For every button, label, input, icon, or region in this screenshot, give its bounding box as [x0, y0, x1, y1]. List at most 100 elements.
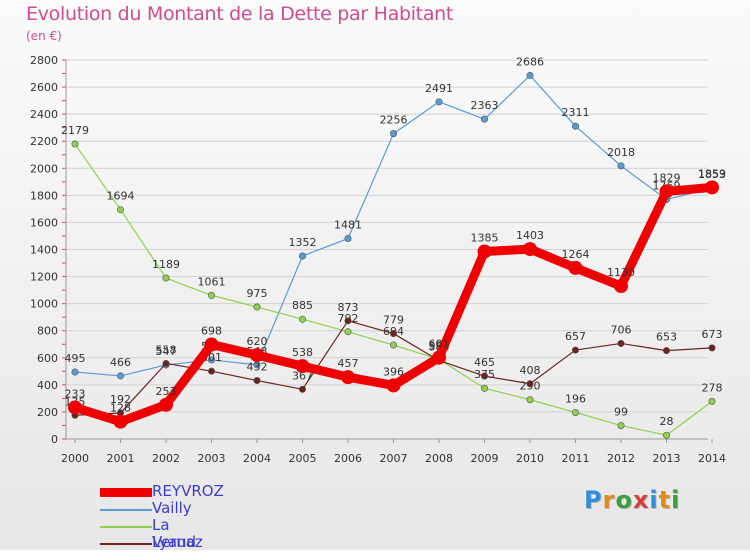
data-point [68, 400, 82, 415]
x-tick-label: 2011 [562, 452, 590, 465]
data-point [208, 367, 216, 375]
x-tick-label: 2012 [607, 452, 635, 465]
data-point [253, 303, 261, 311]
data-point [298, 252, 306, 260]
data-label: 2179 [61, 124, 89, 137]
data-point [526, 71, 534, 79]
data-label: 547 [156, 345, 177, 358]
data-label: 2256 [380, 114, 408, 127]
y-tick-label: 200 [37, 406, 58, 419]
y-tick-label: 1000 [30, 298, 58, 311]
legend-swatch-reyvroz [100, 488, 152, 497]
data-point [298, 385, 306, 393]
data-label: 128 [110, 402, 131, 415]
data-label: 558 [156, 343, 177, 356]
y-tick-label: 2200 [30, 135, 58, 148]
data-label: 779 [383, 314, 404, 327]
chart-unit-subtitle: (en €) [26, 29, 62, 43]
data-point [389, 130, 397, 138]
data-point [708, 344, 716, 352]
y-tick-label: 2000 [30, 162, 58, 175]
y-tick-label: 2600 [30, 81, 58, 94]
data-label: 99 [614, 406, 628, 419]
data-label: 885 [292, 299, 313, 312]
y-tick-label: 0 [51, 433, 58, 446]
data-point [477, 244, 492, 259]
x-tick-label: 2002 [152, 452, 180, 465]
x-tick-label: 2008 [425, 452, 453, 465]
x-tick-label: 2003 [198, 452, 226, 465]
legend-label-vailly: Vailly [152, 499, 192, 517]
data-point [71, 140, 79, 148]
data-point [708, 397, 716, 405]
data-label: 457 [338, 357, 359, 370]
data-label: 1352 [289, 236, 317, 249]
y-tick-label: 600 [37, 352, 58, 365]
data-label: 2311 [562, 106, 590, 119]
y-tick-label: 2800 [30, 54, 58, 67]
data-point [117, 372, 125, 380]
proxiti-logo: Proxiti [584, 486, 681, 514]
legend-swatch-la-vernaz [100, 526, 152, 528]
data-label: 1189 [152, 258, 180, 271]
x-tick-label: 2004 [243, 452, 271, 465]
x-tick-label: 2007 [380, 452, 408, 465]
data-label: 698 [201, 325, 222, 338]
data-label: 1385 [471, 232, 499, 245]
data-point [162, 359, 170, 367]
legend-swatch-lyaud [100, 543, 152, 545]
data-label: 278 [702, 381, 723, 394]
data-label: 1061 [198, 275, 226, 288]
data-label: 601 [429, 338, 450, 351]
data-point [298, 315, 306, 323]
data-label: 1130 [607, 266, 635, 279]
data-label: 2491 [425, 82, 453, 95]
data-point [253, 377, 261, 385]
data-label: 28 [660, 415, 674, 428]
data-label: 465 [474, 356, 495, 369]
data-point [480, 384, 488, 392]
data-point [705, 180, 719, 195]
data-label: 253 [156, 385, 177, 398]
data-point [295, 359, 310, 374]
data-point [113, 414, 128, 429]
y-tick-label: 1600 [30, 216, 58, 229]
y-tick-label: 2400 [30, 108, 58, 121]
data-point [659, 184, 674, 199]
data-point [523, 242, 537, 257]
data-point [344, 317, 352, 325]
data-label: 2018 [607, 146, 635, 159]
data-label: 538 [292, 346, 313, 359]
data-point [617, 422, 625, 430]
data-label: 1694 [107, 190, 135, 203]
y-tick-label: 800 [37, 325, 58, 338]
data-point [162, 274, 170, 282]
data-point [662, 347, 670, 355]
data-label: 396 [383, 365, 404, 378]
data-point [526, 396, 534, 404]
data-point [204, 337, 219, 352]
data-label: 466 [110, 356, 131, 369]
data-point [480, 372, 488, 380]
x-tick-label: 2014 [698, 452, 726, 465]
x-tick-label: 2005 [289, 452, 317, 465]
data-point [250, 348, 264, 363]
data-label: 1853 [698, 168, 726, 181]
data-point [208, 356, 216, 364]
data-label: 2686 [516, 55, 544, 68]
data-label: 653 [656, 331, 677, 344]
data-label: 196 [565, 392, 586, 405]
data-point [480, 115, 488, 123]
x-tick-label: 2001 [107, 452, 135, 465]
data-label: 1403 [516, 229, 544, 242]
x-tick-label: 2000 [61, 452, 89, 465]
data-point [432, 350, 446, 365]
data-label: 2363 [471, 99, 499, 112]
data-label: 706 [611, 323, 632, 336]
data-label: 673 [702, 328, 723, 341]
data-point [386, 378, 401, 393]
data-point [344, 328, 352, 336]
data-label: 495 [65, 352, 86, 365]
data-point [341, 370, 355, 385]
